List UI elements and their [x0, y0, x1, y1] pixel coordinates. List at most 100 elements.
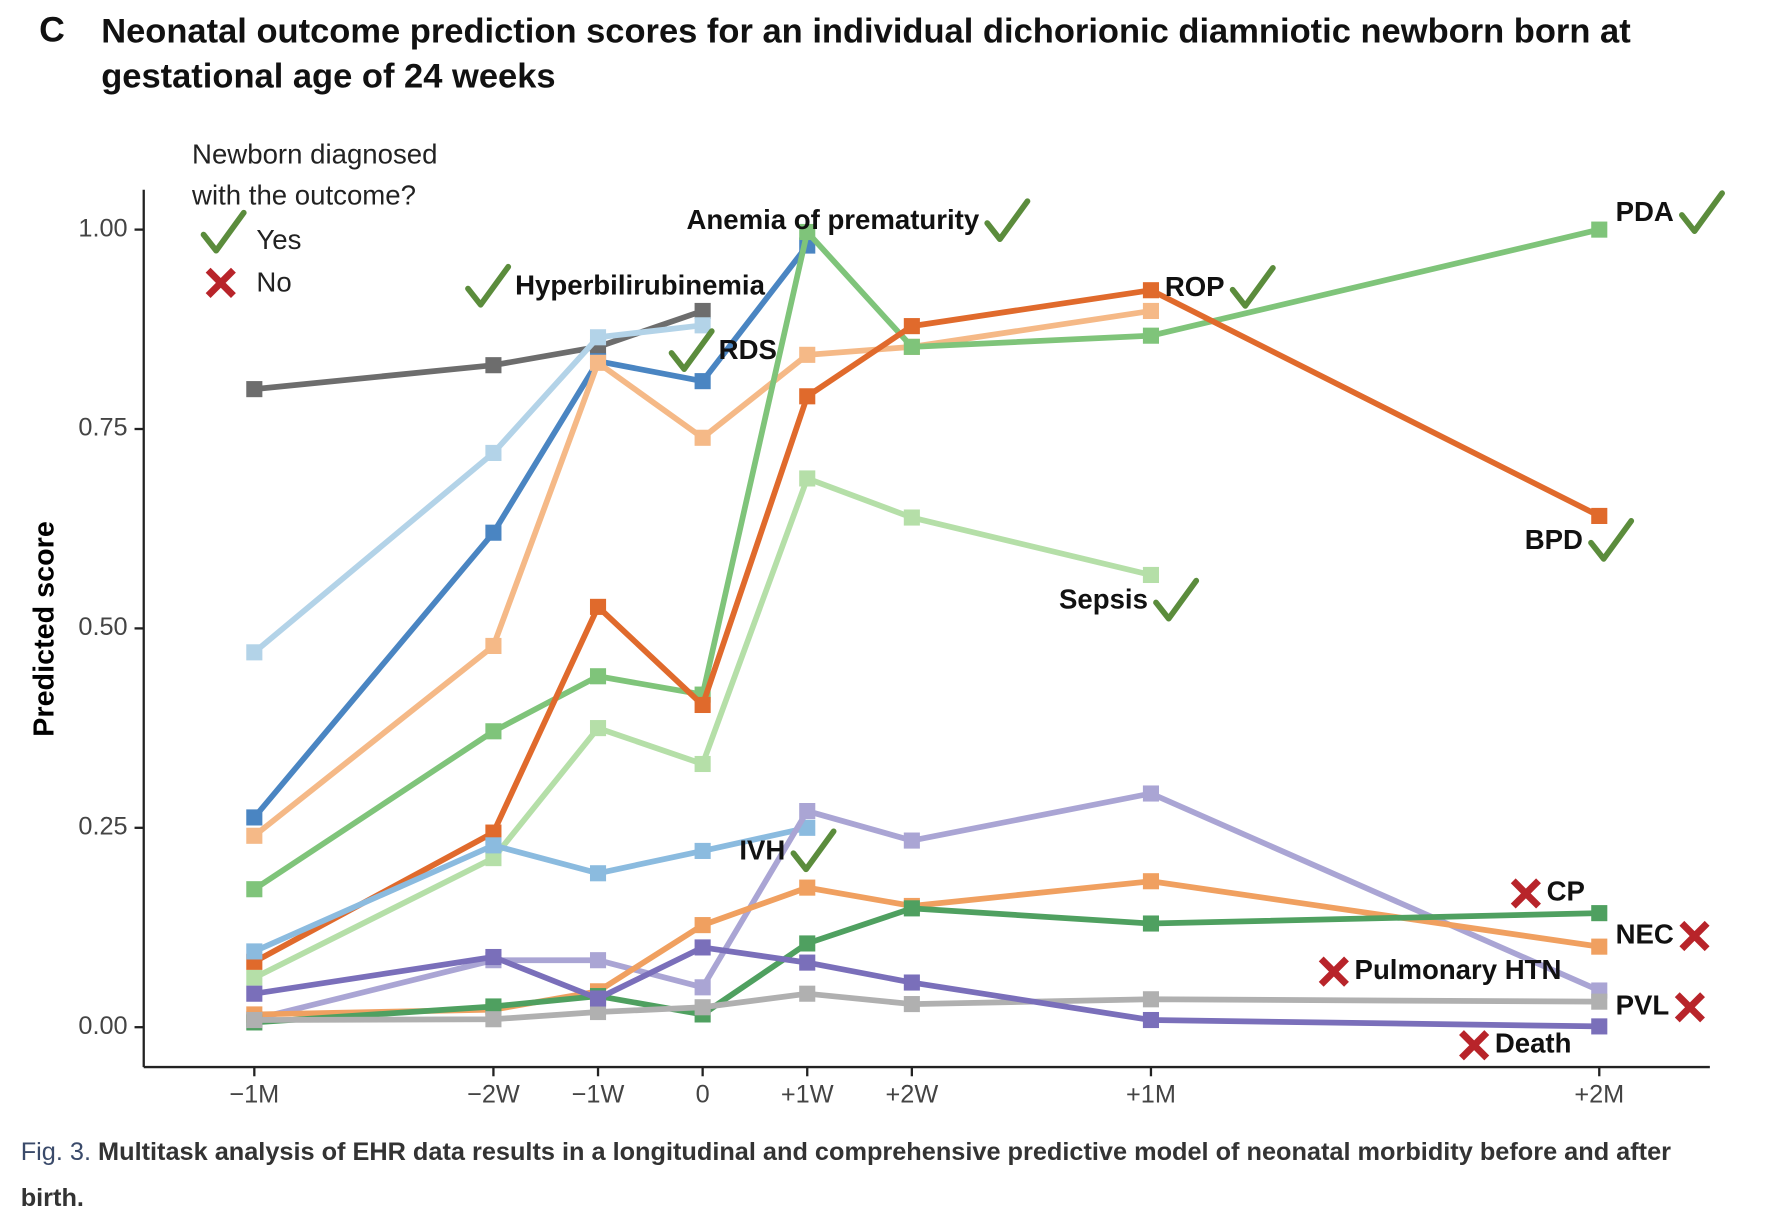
point: [485, 1011, 502, 1028]
point: [485, 723, 502, 740]
point: [694, 939, 711, 956]
point: [694, 429, 711, 446]
point: [485, 824, 502, 841]
series-line: [252, 243, 810, 820]
legend-title: Newborn diagnosed with the outcome?: [192, 139, 438, 212]
legend-label: Yes: [256, 224, 301, 255]
point: [903, 318, 920, 335]
point: [485, 998, 502, 1015]
point: [694, 317, 711, 334]
point: [246, 985, 263, 1002]
series-line: [252, 287, 1601, 965]
series-line: [254, 990, 1600, 1023]
point: [799, 935, 816, 952]
point: [246, 644, 263, 661]
panel-label: C: [39, 9, 65, 50]
point: [485, 948, 502, 966]
series-line: [254, 308, 704, 392]
point: [589, 598, 607, 615]
x-tick-label: 0: [696, 1081, 710, 1109]
point: [799, 346, 816, 363]
check-icon: [1588, 518, 1635, 562]
y-axis-title: Predicted score: [29, 521, 61, 737]
point: [485, 850, 502, 867]
point: [589, 720, 607, 737]
point: [1591, 507, 1608, 524]
point: [1591, 993, 1608, 1010]
check-icon: [1229, 265, 1276, 309]
annotation: CP: [1547, 876, 1585, 907]
annotation: IVH: [739, 834, 785, 865]
point: [1142, 327, 1160, 344]
point: [694, 302, 711, 320]
point: [246, 809, 263, 826]
point: [589, 1003, 607, 1021]
caption: Fig. 3. Multitask analysis of EHR data r…: [21, 1129, 1734, 1221]
point: [246, 943, 263, 960]
point: [799, 470, 816, 487]
point: [799, 803, 816, 820]
point: [485, 837, 502, 854]
point: [589, 329, 607, 346]
series-line: [252, 226, 1600, 892]
point: [799, 819, 816, 836]
x-tick-label: +2M: [1574, 1081, 1624, 1109]
point: [485, 444, 502, 461]
point: [1591, 938, 1608, 955]
x-tick-label: −1M: [229, 1081, 279, 1109]
annotation: PVL: [1616, 990, 1670, 1021]
point: [694, 999, 711, 1016]
point: [246, 1011, 263, 1029]
point: [589, 354, 607, 371]
annotation: Sepsis: [1059, 584, 1148, 615]
point: [1142, 282, 1160, 299]
point: [903, 900, 920, 917]
point: [1142, 873, 1160, 890]
point: [903, 832, 920, 849]
series-line: [252, 322, 703, 655]
series-line: [254, 905, 1600, 1026]
caption-text: Multitask analysis of EHR data results i…: [20, 1137, 1672, 1212]
point: [694, 696, 711, 714]
caption-label: Fig. 3.: [20, 1137, 92, 1166]
cross-icon: [1674, 992, 1705, 1023]
annotation: RDS: [719, 334, 777, 365]
legend-label: No: [256, 266, 291, 297]
series-line: [253, 944, 1600, 1030]
point: [1142, 915, 1160, 932]
point: [799, 388, 816, 405]
point: [799, 223, 816, 241]
point: [694, 842, 711, 859]
annotation: Pulmonary HTN: [1355, 954, 1562, 985]
point: [589, 990, 607, 1007]
point: [246, 381, 263, 398]
x-tick-label: +2W: [886, 1081, 939, 1109]
y-tick-label: 1.00: [78, 214, 127, 242]
cross-icon: [1459, 1030, 1490, 1061]
point: [485, 524, 502, 541]
point: [589, 952, 607, 969]
annotation: Anemia of prematurity: [686, 204, 979, 235]
annotation: NEC: [1616, 918, 1674, 949]
point: [246, 881, 263, 898]
point: [903, 974, 920, 991]
cross-icon: [1318, 956, 1349, 987]
point: [1591, 221, 1608, 238]
annotation: PDA: [1616, 196, 1674, 227]
point: [694, 917, 711, 934]
annotation: Death: [1495, 1028, 1572, 1059]
y-tick-label: 0.25: [78, 812, 127, 840]
point: [485, 637, 502, 655]
x-tick-label: +1M: [1126, 1081, 1176, 1109]
x-tick-label: −1W: [572, 1081, 625, 1109]
point: [589, 668, 607, 685]
point: [903, 996, 920, 1013]
check-icon: [668, 328, 715, 372]
point: [1142, 302, 1160, 320]
series-line: [253, 824, 808, 955]
point: [1142, 1011, 1160, 1029]
point: [799, 954, 816, 971]
check-icon: [984, 198, 1031, 243]
point: [246, 827, 263, 844]
